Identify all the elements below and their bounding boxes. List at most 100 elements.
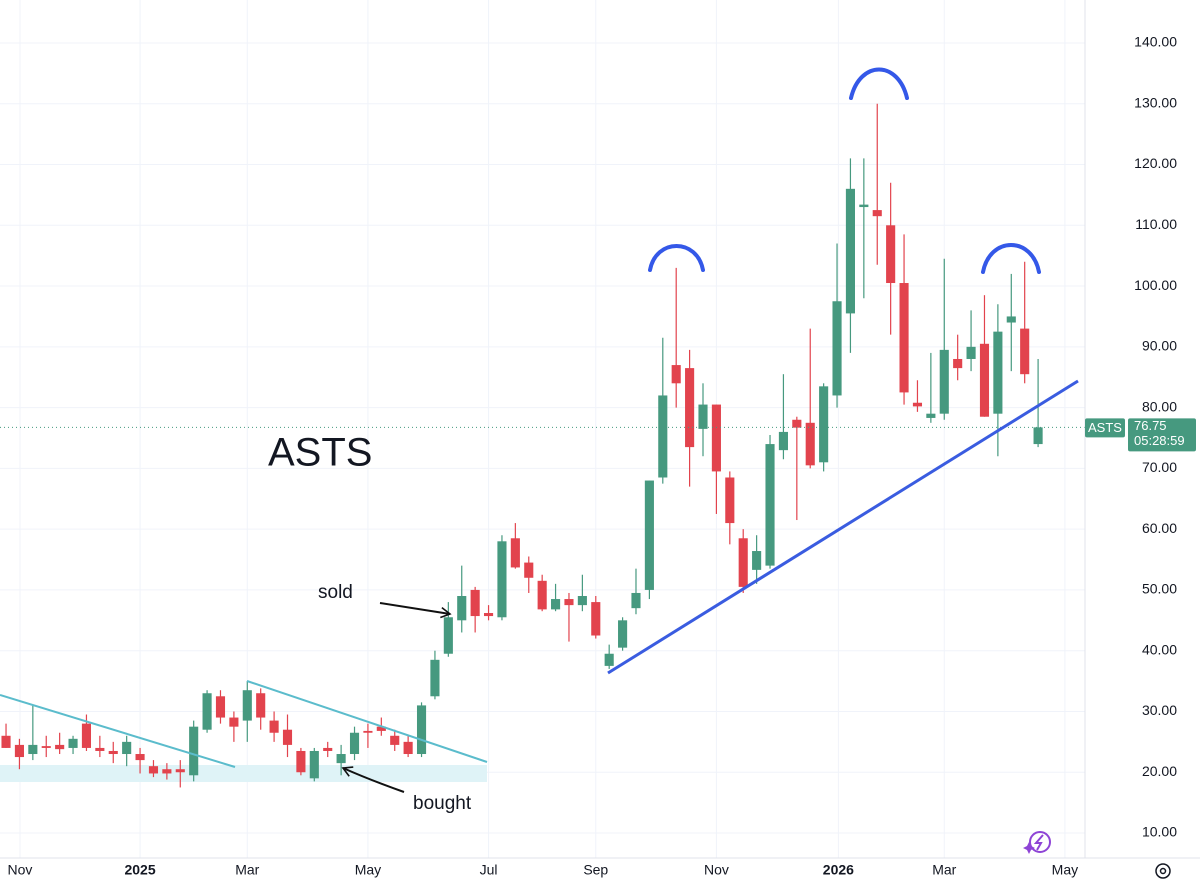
candle-body (483, 613, 494, 617)
candle-body (792, 419, 802, 428)
candle-body (349, 732, 360, 755)
candle-body (256, 693, 266, 718)
candle-body (765, 444, 775, 566)
candle-body (363, 730, 373, 733)
candle-body (886, 225, 896, 284)
candle-body (979, 343, 990, 417)
candle-body (403, 741, 413, 755)
candle-body (805, 422, 815, 466)
y-tick-label: 20.00 (1142, 763, 1177, 779)
annotation-arrow (341, 766, 405, 793)
shoulder-arc (648, 244, 705, 272)
candle-body (95, 747, 105, 751)
countdown: 05:28:59 (1134, 433, 1185, 448)
candle-body (430, 659, 440, 697)
candle-body (510, 538, 520, 568)
candle-body (189, 726, 199, 776)
candle-body (28, 744, 38, 755)
candle-body (336, 754, 346, 764)
x-tick-label: Mar (932, 862, 956, 878)
candle-body (537, 580, 547, 610)
candle-body (55, 744, 65, 750)
candle-body (81, 723, 92, 748)
candle-body (778, 431, 788, 451)
candle-body (122, 741, 132, 755)
y-tick-label: 80.00 (1142, 398, 1177, 414)
settings-icon[interactable] (1155, 863, 1171, 879)
y-tick-label: 110.00 (1135, 216, 1177, 232)
candle-body (912, 402, 923, 407)
price-tag: ASTS 76.75 05:28:59 (1085, 418, 1196, 452)
candle-body (859, 204, 869, 208)
symbol-annotation: ASTS (268, 431, 372, 475)
x-tick-label: Nov (8, 862, 33, 878)
x-tick-label: 2025 (124, 862, 155, 878)
x-tick-label: Mar (235, 862, 259, 878)
candle-body (644, 480, 654, 590)
grid (0, 0, 1085, 858)
y-tick-label: 40.00 (1142, 641, 1177, 657)
candle-body (685, 368, 695, 448)
y-tick-label: 10.00 (1142, 824, 1177, 840)
candle-body (819, 386, 829, 463)
last-price: 76.75 (1134, 418, 1167, 433)
candle-body (1006, 316, 1016, 323)
price-tag-box (1128, 418, 1196, 452)
y-axis: 10.00 20.00 30.00 40.00 50.00 60.00 70.00 80.00… (1134, 34, 1177, 840)
candle-body (457, 596, 467, 621)
candle-body (309, 750, 319, 779)
candle-body (872, 210, 882, 217)
candle-body (41, 746, 51, 748)
candle-body (1033, 427, 1043, 445)
candle-body (698, 404, 708, 429)
candle-body (899, 283, 909, 393)
candle-body (604, 653, 614, 666)
candle-body (618, 620, 628, 648)
candle-body (725, 477, 735, 524)
candle-body (993, 331, 1003, 414)
candle-body (1, 735, 11, 748)
candle-body (752, 551, 762, 570)
y-tick-label: 130.00 (1134, 94, 1177, 110)
annotation-arrow (379, 602, 452, 619)
x-tick-label: May (355, 862, 381, 878)
shoulder-arc (981, 243, 1041, 274)
candle-body (845, 188, 855, 314)
candle-body (832, 301, 842, 396)
candle-body (966, 346, 976, 359)
candle-body (953, 358, 963, 369)
head-arc (849, 67, 909, 100)
candle-body (524, 562, 534, 578)
x-axis: Nov 2025 Mar May Jul Sep Nov 2026 Mar May (8, 862, 1079, 878)
candle-body (296, 750, 306, 773)
candle-body (711, 404, 721, 472)
candle-body (202, 693, 212, 730)
support-trend-line (607, 379, 1079, 675)
x-tick-label: Nov (704, 862, 729, 878)
x-tick-label: 2026 (823, 862, 854, 878)
candle-body (269, 720, 279, 733)
annotation: sold (318, 582, 353, 603)
candle-body (926, 413, 936, 418)
candle-body (108, 750, 118, 755)
y-tick-label: 50.00 (1142, 581, 1177, 597)
candle-body (1020, 328, 1030, 375)
x-tick-label: Sep (583, 862, 608, 878)
candle-body (470, 589, 480, 617)
candle-body (14, 744, 24, 758)
support-zone (0, 765, 487, 782)
candle-body (323, 747, 333, 751)
symbol-tag-text: ASTS (1088, 420, 1122, 435)
y-tick-label: 90.00 (1142, 338, 1177, 354)
candle-body (939, 349, 949, 414)
candle-body (591, 602, 601, 636)
candle-body (671, 365, 681, 384)
assistant-icon[interactable] (1023, 831, 1051, 854)
y-tick-label: 60.00 (1142, 520, 1177, 536)
y-tick-label: 100.00 (1134, 277, 1177, 293)
candle-body (282, 729, 293, 745)
x-tick-label: Jul (480, 862, 498, 878)
candle-body (738, 538, 748, 587)
